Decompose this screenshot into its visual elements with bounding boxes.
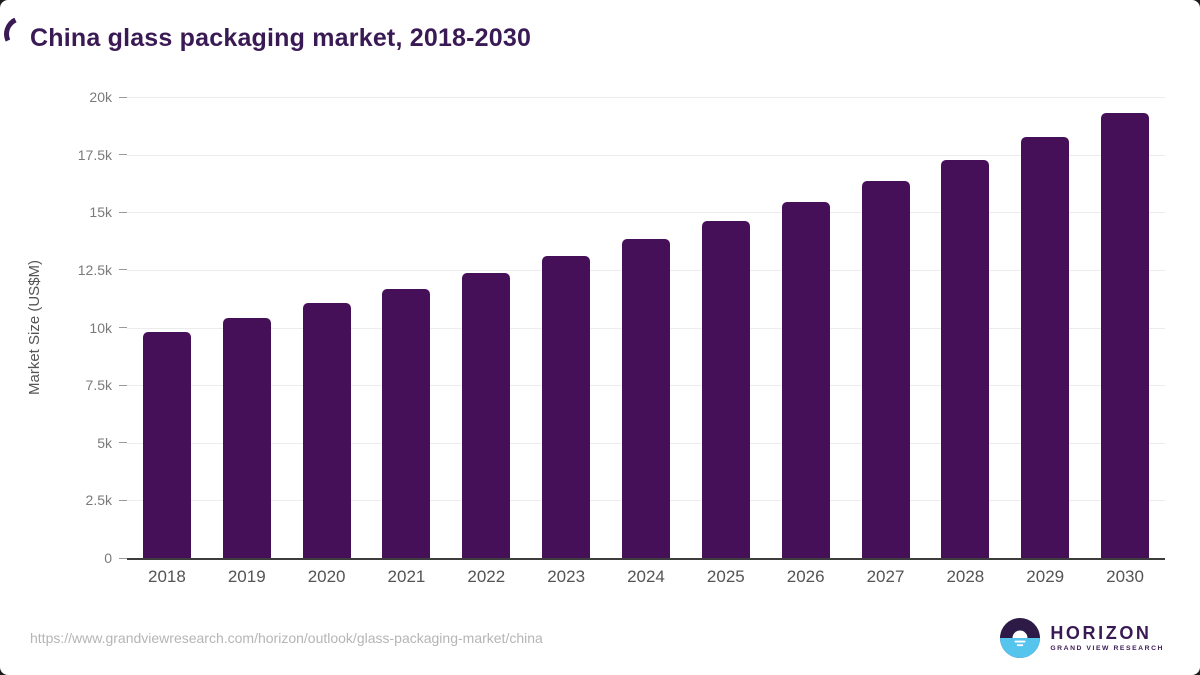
y-tick-17.5k: 17.5k [78, 147, 127, 163]
bar-2019[interactable] [222, 318, 271, 558]
bar-slot-2022 [446, 97, 526, 558]
y-tick-label: 2.5k [85, 492, 112, 509]
y-tick-15k: 15k [89, 204, 127, 220]
x-tick-label-2027: 2027 [866, 567, 905, 586]
bar-2020[interactable] [302, 303, 351, 558]
bar-slot-2029 [1005, 97, 1085, 558]
gridline-15000 [127, 212, 1165, 214]
x-tick-label-2024: 2024 [627, 567, 665, 586]
x-tick-label-2022: 2022 [467, 567, 506, 586]
x-tick-label-2028: 2028 [946, 567, 985, 586]
y-tick-20k: 20k [89, 89, 127, 105]
x-tick-label-2021: 2021 [387, 567, 426, 586]
bar-2021[interactable] [382, 289, 431, 558]
y-tick-7.5k: 7.5k [86, 377, 127, 393]
x-tick-label-2029: 2029 [1026, 567, 1065, 586]
y-tick-mark [119, 211, 127, 213]
y-tick-0: 0 [104, 550, 127, 566]
bar-2025[interactable] [701, 221, 750, 558]
bar-slot-2019 [207, 97, 287, 558]
bar-2026[interactable] [781, 201, 830, 558]
y-tick-12.5k: 12.5k [78, 262, 127, 278]
gridline-17500 [127, 154, 1165, 156]
bar-slot-2020 [287, 97, 367, 558]
x-tick-label-2030: 2030 [1106, 567, 1144, 586]
x-tick-label-2025: 2025 [706, 567, 745, 586]
bar-slot-2027 [846, 97, 926, 558]
bar-2022[interactable] [462, 273, 511, 558]
bar-2018[interactable] [142, 332, 191, 558]
y-tick-label: 10k [89, 319, 112, 336]
y-tick-label: 0 [104, 550, 112, 566]
y-axis: 0 2.5k 5k 7.5k 10k 12.5k 15k 17.5k 20k [0, 89, 127, 566]
y-tick-label: 17.5k [77, 146, 112, 163]
y-tick-5k: 5k [97, 435, 127, 451]
y-tick-mark [119, 154, 127, 156]
source-url-link[interactable]: https://www.grandviewresearch.com/horizo… [30, 630, 543, 646]
chart-title: China glass packaging market, 2018-2030 [30, 24, 532, 52]
y-tick-mark [119, 269, 127, 271]
bar-slot-2023 [526, 97, 606, 558]
x-axis: 2018 2019 2020 2021 2022 2023 2024 2025 2026 2027… [127, 567, 1165, 587]
y-tick-2.5k: 2.5k [86, 492, 127, 508]
logo-text: HORIZON GRAND VIEW RESEARCH [1050, 624, 1164, 652]
bar-2024[interactable] [621, 238, 670, 558]
bar-slot-2025 [686, 97, 766, 558]
y-tick-mark [119, 499, 127, 501]
y-tick-label: 5k [97, 434, 112, 451]
bar-slot-2026 [766, 97, 846, 558]
y-tick-label: 12.5k [77, 261, 112, 278]
y-tick-mark [119, 442, 127, 444]
y-tick-10k: 10k [89, 320, 127, 336]
x-tick-label-2023: 2023 [547, 567, 586, 586]
y-tick-mark [119, 384, 127, 386]
bar-slot-2030 [1085, 97, 1165, 558]
x-tick-label-2018: 2018 [148, 567, 186, 586]
logo-name: HORIZON [1050, 623, 1152, 644]
y-tick-label: 15k [89, 204, 112, 221]
horizon-sun-icon [1000, 618, 1041, 658]
bar-slot-2024 [606, 97, 686, 558]
bar-slot-2018 [127, 97, 207, 558]
bar-slot-2028 [925, 97, 1005, 558]
y-tick-mark [119, 557, 127, 559]
y-tick-mark [119, 327, 127, 328]
y-tick-label: 7.5k [85, 377, 112, 394]
bar-2023[interactable] [542, 256, 591, 558]
plot-area [127, 97, 1165, 560]
x-tick-label-2020: 2020 [307, 567, 346, 586]
gridline-20000 [127, 97, 1165, 98]
bar-2029[interactable] [1021, 137, 1070, 558]
y-tick-mark [119, 96, 127, 98]
y-tick-label: 20k [89, 89, 112, 105]
x-tick-label-2026: 2026 [786, 567, 825, 586]
x-tick-label-2019: 2019 [227, 567, 266, 586]
bar-2028[interactable] [941, 160, 990, 558]
footer: https://www.grandviewresearch.com/horizo… [30, 612, 1164, 664]
bar-slot-2021 [367, 97, 447, 558]
bar-2027[interactable] [861, 181, 910, 558]
bar-2030[interactable] [1101, 113, 1150, 558]
logo-subtitle: GRAND VIEW RESEARCH [1050, 644, 1164, 652]
horizon-logo: HORIZON GRAND VIEW RESEARCH [1000, 618, 1164, 658]
